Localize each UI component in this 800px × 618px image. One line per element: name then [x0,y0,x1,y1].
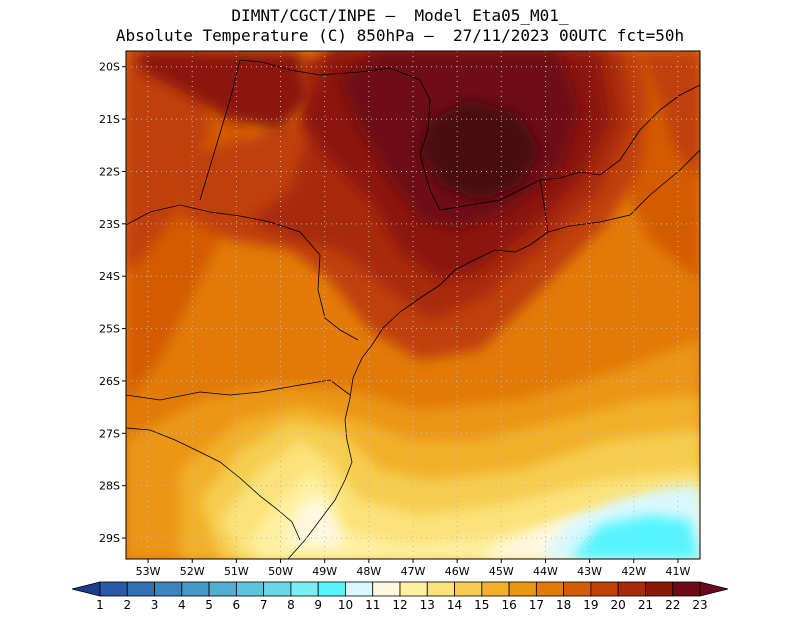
colorbar-segment [345,581,374,597]
lat-tick-label: 29S [99,532,120,545]
lat-tick-label: 23S [99,218,120,231]
lon-tick-label: 41W [665,565,690,578]
colorbar-label: 8 [287,598,295,612]
lat-tick-label: 28S [99,480,120,493]
colorbar-label: 12 [392,598,407,612]
colorbar-label: 13 [420,598,435,612]
lon-tick-label: 44W [533,565,558,578]
colorbar-label: 15 [474,598,489,612]
map-borders [126,59,700,559]
colorbar-label: 14 [447,598,462,612]
lat-tick-label: 25S [99,323,120,336]
colorbar-label: 16 [501,598,516,612]
colorbar-label: 10 [338,598,353,612]
colorbar-segment [590,581,619,597]
lat-tick-label: 21S [99,113,120,126]
colorbar-low-arrow [71,581,101,597]
colorbar-label: 21 [638,598,653,612]
colorbar-label: 9 [314,598,322,612]
colorbar-segment [454,581,483,597]
colorbar-segment [372,581,401,597]
lon-tick-label: 51W [224,565,249,578]
lat-tick-label: 27S [99,427,120,440]
colorbar-segment [317,581,346,597]
colorbar-label: 22 [665,598,680,612]
colorbar-segment [617,581,646,597]
lon-tick-label: 47W [401,565,426,578]
colorbar-segment [235,581,265,597]
colorbar-label: 17 [529,598,544,612]
colorbar-label: 2 [123,598,131,612]
colorbar-segment [563,581,592,597]
colorbar-segment [535,581,565,597]
longitude-labels: 53W 52W 51W 50W 49W 48W 47W 46W 45W 44W 43W 42W 41W [136,559,690,578]
colorbar-segment [181,581,210,597]
colorbar-label: 3 [151,598,159,612]
map-title-line-1: DIMNT/CGCT/INPE – Model Eta05_M01_ [231,6,569,25]
colorbar-label: 20 [611,598,626,612]
lon-tick-label: 48W [356,565,381,578]
lat-tick-label: 26S [99,375,120,388]
colorbar-label: 23 [692,598,707,612]
colorbar-segment [126,581,155,597]
colorbar-segment [508,581,537,597]
colorbar-segment [208,581,237,597]
colorbar-segment [99,581,128,597]
lon-tick-label: 46W [445,565,470,578]
map-title-line-2: Absolute Temperature (C) 850hPa – 27/11/… [115,26,685,45]
colorbar-segment [154,581,183,597]
latitude-labels: 20S 21S 22S 23S 24S 25S 26S 27S 28S 29S [99,61,126,545]
colorbar-high-arrow [699,581,729,597]
colorbar-segment [481,581,510,597]
lat-tick-label: 24S [99,270,120,283]
colorbar-segment [426,581,455,597]
colorbar-segment [290,581,319,597]
lon-tick-label: 42W [621,565,646,578]
lon-tick-label: 49W [312,565,337,578]
colorbar-label: 7 [260,598,268,612]
colorbar-label: 5 [205,598,213,612]
colorbar-label: 6 [233,598,241,612]
lon-tick-label: 53W [136,565,161,578]
color-bar: 1 2 3 4 5 6 7 8 9 10 11 12 13 14 15 16 17 18 19 20 21 22 23 [71,581,729,612]
colorbar-segment [263,581,292,597]
colorbar-segment [645,581,674,597]
lat-tick-label: 22S [99,165,120,178]
lat-lon-grid [126,51,700,559]
colorbar-label: 19 [583,598,598,612]
lon-tick-label: 43W [577,565,602,578]
lon-tick-label: 52W [180,565,205,578]
colorbar-label: 11 [365,598,380,612]
temperature-field [126,51,700,559]
lon-tick-label: 45W [489,565,514,578]
lon-tick-label: 50W [268,565,293,578]
colorbar-segment [672,581,701,597]
colorbar-label: 18 [556,598,571,612]
lat-tick-label: 20S [99,61,120,74]
colorbar-label: 4 [178,598,186,612]
colorbar-segment [399,581,428,597]
colorbar-label: 1 [96,598,104,612]
